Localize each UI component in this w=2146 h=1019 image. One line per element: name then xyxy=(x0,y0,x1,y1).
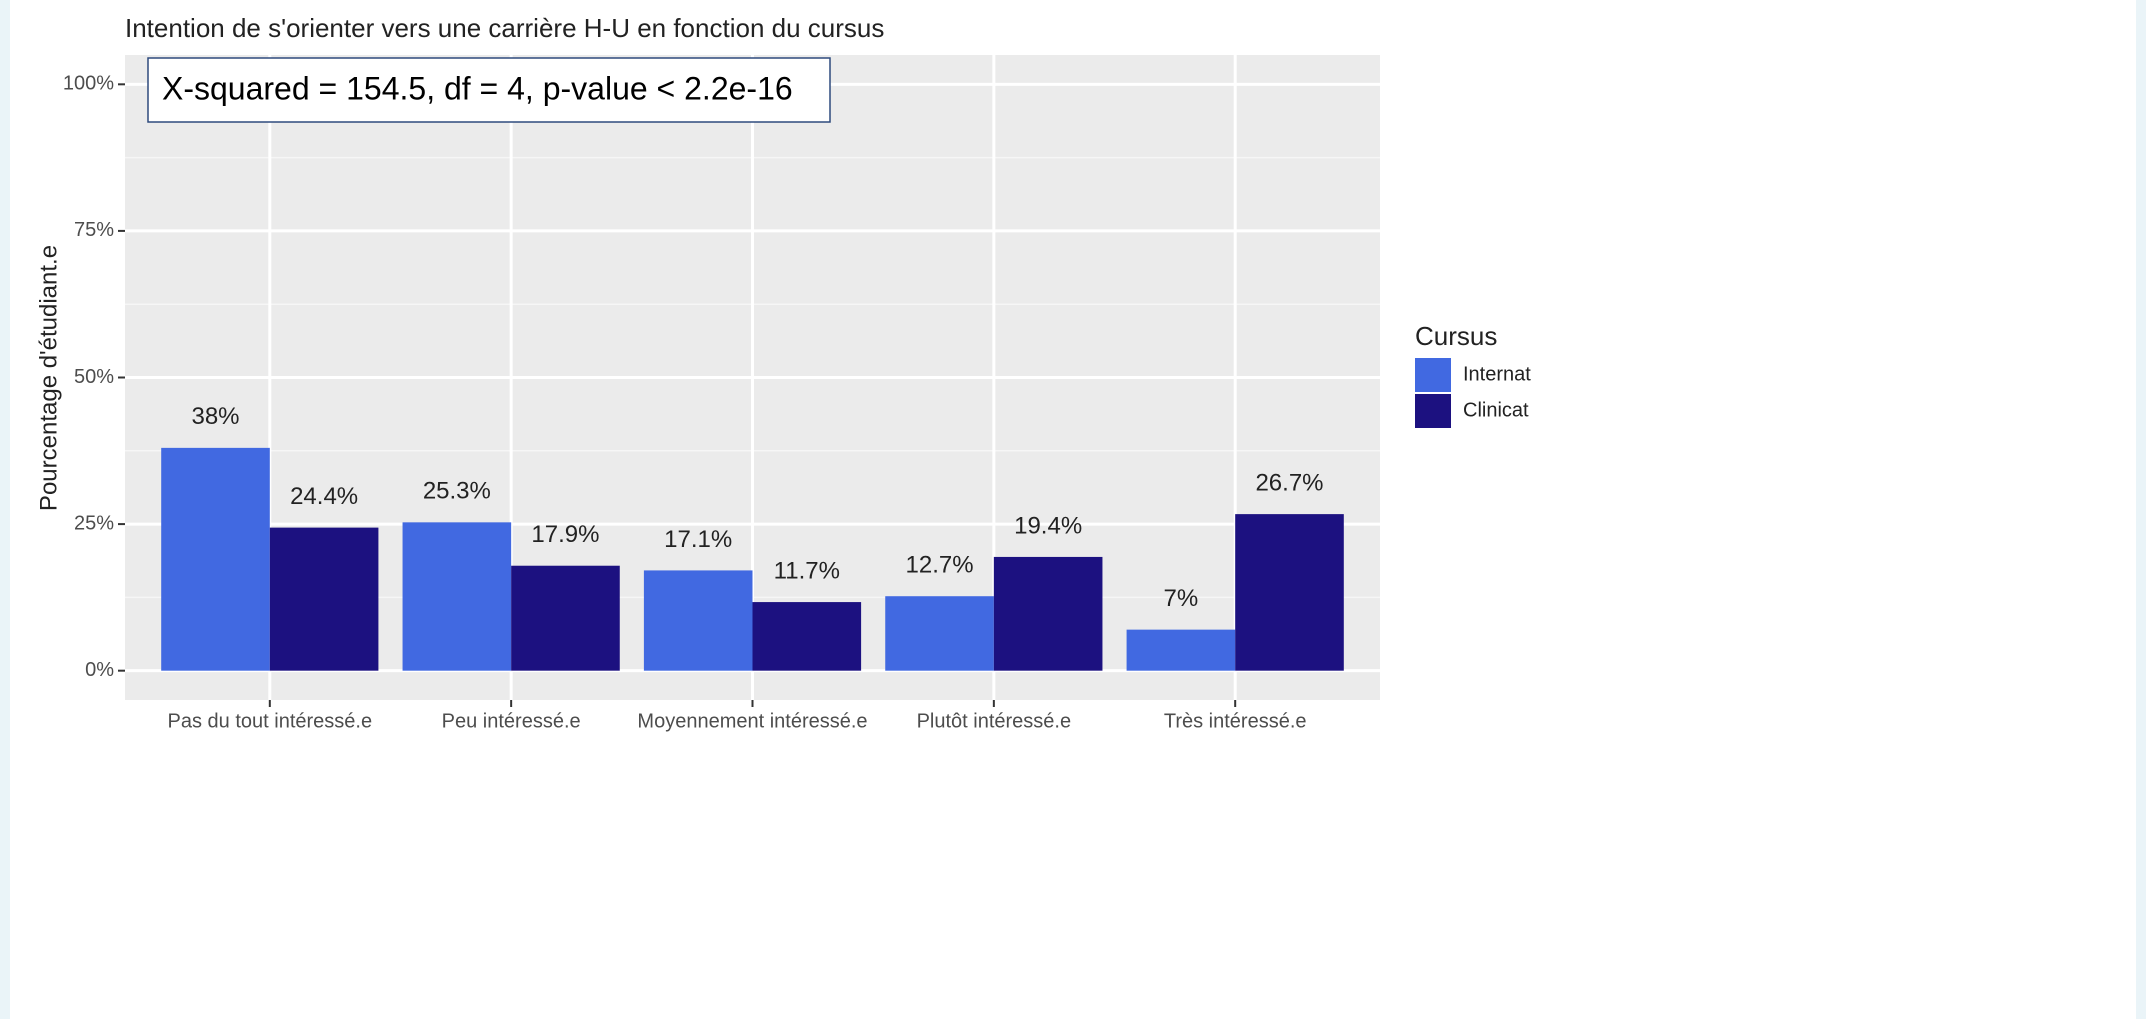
value-label: 26.7% xyxy=(1255,469,1323,496)
bar xyxy=(269,527,379,671)
marks xyxy=(161,447,1344,671)
grid xyxy=(125,55,1380,700)
bar xyxy=(752,602,862,671)
x-tick-label: Très intéressé.e xyxy=(1164,710,1307,732)
value-label: 17.9% xyxy=(531,521,599,548)
bar xyxy=(1126,629,1236,671)
y-axis-label: Pourcentage d'étudiant.e xyxy=(35,245,62,511)
annotation: X-squared = 154.5, df = 4, p-value < 2.2… xyxy=(162,70,793,106)
y-tick-label: 100% xyxy=(63,73,114,95)
legend-label: Clinicat xyxy=(1463,399,1529,421)
value-label: 24.4% xyxy=(290,483,358,510)
x-tick-label: Plutôt intéressé.e xyxy=(917,710,1072,732)
bar xyxy=(643,570,753,671)
x-tick-label: Pas du tout intéressé.e xyxy=(168,710,373,732)
value-label: 38% xyxy=(191,403,239,430)
annotation-box xyxy=(147,57,831,123)
value-label: 17.1% xyxy=(664,526,732,553)
y-tick-label: 75% xyxy=(74,219,114,241)
legend-key xyxy=(1415,394,1451,428)
legend-label: Internat xyxy=(1463,363,1531,385)
legend-key xyxy=(1415,358,1451,392)
x-tick-label: Moyennement intéressé.e xyxy=(637,710,867,732)
bar xyxy=(511,565,620,671)
y-tick-label: 25% xyxy=(74,512,114,534)
value-label: 19.4% xyxy=(1014,512,1082,539)
value-label: 25.3% xyxy=(423,478,491,505)
value-label: 11.7% xyxy=(774,557,840,584)
x-tick-label: Peu intéressé.e xyxy=(442,710,581,732)
bar xyxy=(161,447,270,671)
y-tick-label: 0% xyxy=(85,659,114,681)
y-tick-label: 50% xyxy=(74,366,114,388)
legend-title: Cursus xyxy=(1415,321,1497,351)
value-label: 7% xyxy=(1164,585,1199,612)
chart-title: Intention de s'orienter vers une carrièr… xyxy=(125,13,884,43)
bar xyxy=(1235,514,1344,671)
bar xyxy=(402,522,512,671)
bar xyxy=(885,596,994,671)
bar xyxy=(993,556,1103,671)
value-label: 12.7% xyxy=(906,552,974,579)
